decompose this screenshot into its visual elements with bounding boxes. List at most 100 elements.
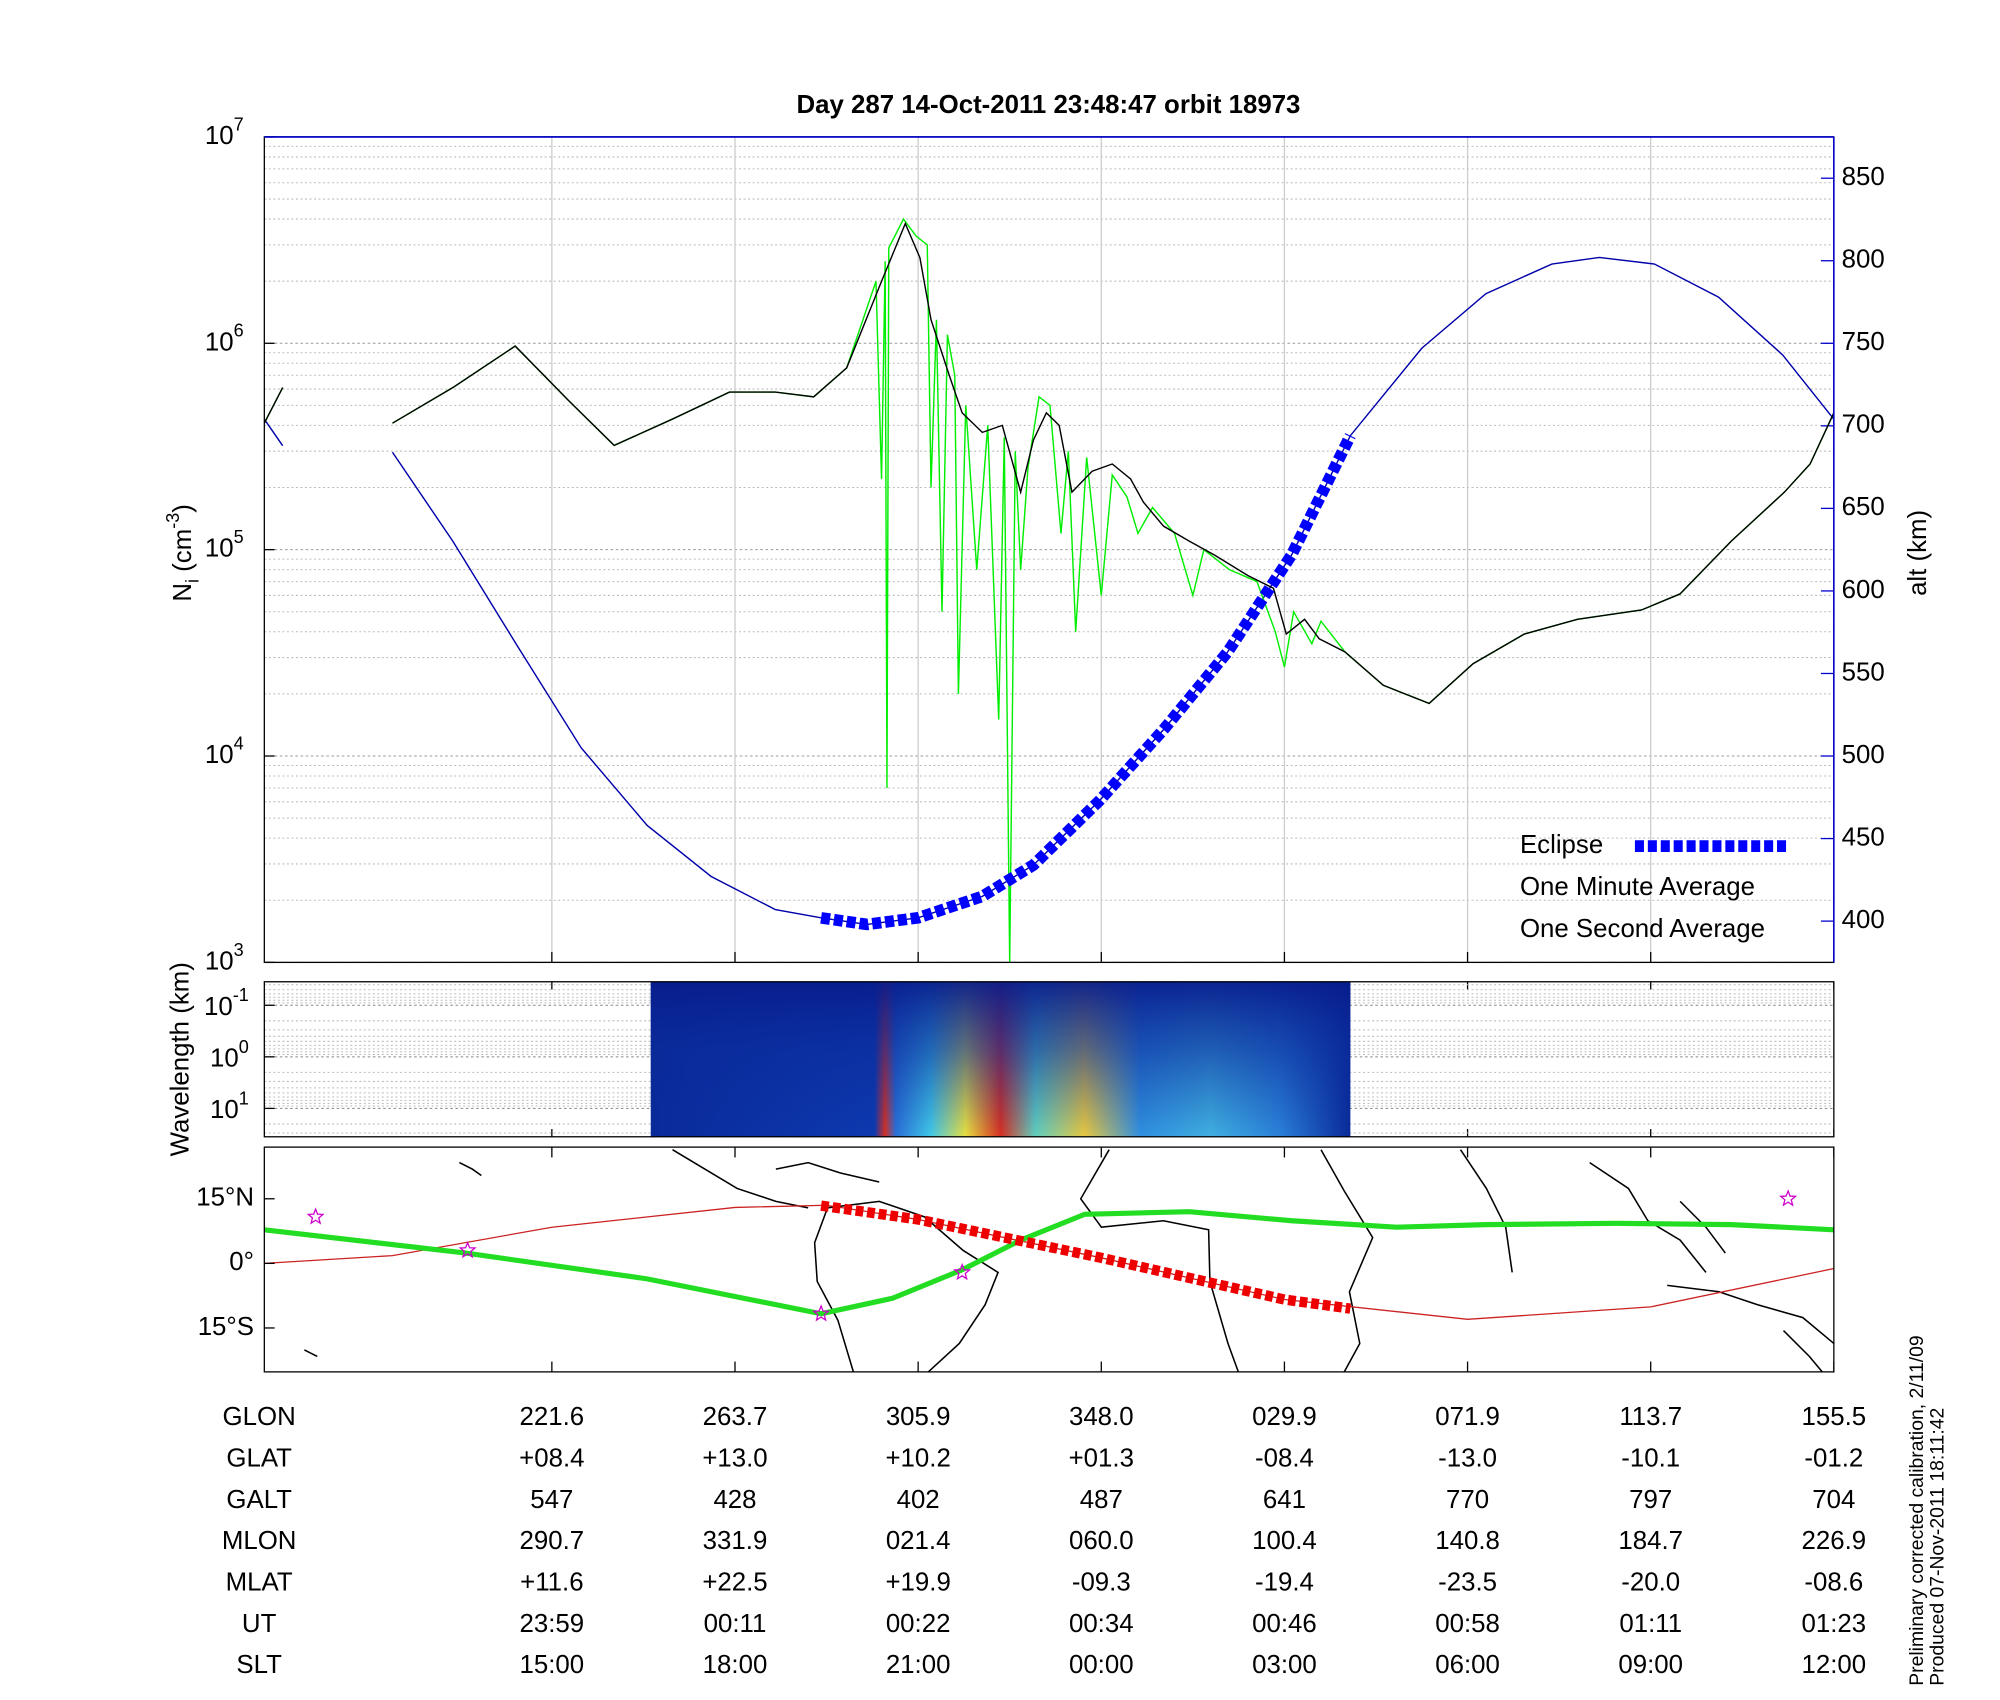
table-cell: 547 bbox=[530, 1486, 573, 1514]
track-line bbox=[264, 1209, 1834, 1317]
table-cell: +08.4 bbox=[519, 1445, 584, 1473]
table-cell: 071.9 bbox=[1435, 1403, 1500, 1431]
y-axis-label: Ni (cm-3) bbox=[163, 504, 202, 602]
legend-label: Eclipse bbox=[1520, 831, 1603, 859]
tick-base: 10 bbox=[205, 534, 234, 562]
table-cell: 21:00 bbox=[886, 1651, 951, 1679]
tick-base: 10 bbox=[205, 947, 234, 975]
y-label-part: N bbox=[169, 583, 197, 602]
table-cell: 797 bbox=[1629, 1486, 1672, 1514]
row-label: GLON bbox=[223, 1403, 296, 1431]
chart-title: Day 287 14-Oct-2011 23:48:47 orbit 18973 bbox=[796, 91, 1300, 119]
table-cell: 09:00 bbox=[1618, 1651, 1683, 1679]
y2-tick-label: 650 bbox=[1842, 493, 1885, 521]
coastlines bbox=[304, 1149, 1834, 1372]
y-tick-label: 103 bbox=[205, 940, 244, 976]
table-cell: -13.0 bbox=[1438, 1445, 1497, 1473]
table-cell: 221.6 bbox=[520, 1403, 585, 1431]
y2-tick-label: 450 bbox=[1842, 823, 1885, 851]
table-cell: 100.4 bbox=[1252, 1527, 1317, 1555]
table-cell: 263.7 bbox=[703, 1403, 768, 1431]
tick-base: 10 bbox=[210, 1096, 239, 1124]
table-cell: 18:00 bbox=[703, 1651, 768, 1679]
star-marker bbox=[458, 1240, 477, 1259]
map-area bbox=[264, 1189, 1834, 1322]
star-marker bbox=[953, 1262, 972, 1281]
table-cell: 331.9 bbox=[703, 1527, 768, 1555]
y-tick-label: 106 bbox=[205, 320, 244, 356]
spectrogram-shade bbox=[650, 981, 1351, 1137]
table-cell: 402 bbox=[897, 1486, 940, 1514]
table-cell: 290.7 bbox=[520, 1527, 585, 1555]
row-label: GLAT bbox=[226, 1445, 292, 1473]
y-tick-label: 107 bbox=[205, 114, 244, 150]
track-line bbox=[820, 1200, 1352, 1314]
y-tick-label: 104 bbox=[205, 733, 244, 769]
table-cell: 15:00 bbox=[520, 1651, 585, 1679]
table-cell: 305.9 bbox=[886, 1403, 951, 1431]
table-cell: 487 bbox=[1080, 1486, 1123, 1514]
table-cell: +19.9 bbox=[885, 1569, 950, 1597]
y-tick-label: 100 bbox=[210, 1037, 249, 1073]
panel-frame bbox=[263, 981, 1835, 1138]
table-cell: +13.0 bbox=[702, 1445, 767, 1473]
table-cell: 12:00 bbox=[1802, 1651, 1867, 1679]
table-cell: 06:00 bbox=[1435, 1651, 1500, 1679]
table-cell: 23:59 bbox=[520, 1610, 585, 1638]
star-marker bbox=[1779, 1189, 1798, 1207]
table-cell: 00:58 bbox=[1435, 1610, 1500, 1638]
y2-tick-label: 800 bbox=[1842, 246, 1885, 274]
tick-base: 10 bbox=[204, 993, 233, 1021]
table-cell: 641 bbox=[1263, 1486, 1306, 1514]
table-cell: -08.4 bbox=[1255, 1445, 1314, 1473]
plot-area bbox=[264, 217, 1834, 963]
y-tick-label: 0° bbox=[229, 1248, 254, 1276]
y2-tick-label: 750 bbox=[1842, 328, 1885, 356]
table-cell: 428 bbox=[713, 1486, 756, 1514]
table-cell: -10.1 bbox=[1621, 1445, 1680, 1473]
y-tick-label: 10-1 bbox=[204, 985, 249, 1021]
row-label: MLAT bbox=[226, 1569, 293, 1597]
tick-exponent: 0 bbox=[239, 1037, 249, 1057]
tick-exponent: 7 bbox=[234, 114, 244, 134]
y-label-part: ) bbox=[169, 504, 197, 513]
data-line bbox=[264, 221, 1834, 705]
table-cell: 00:46 bbox=[1252, 1610, 1317, 1638]
y2-tick-label: 600 bbox=[1842, 576, 1885, 604]
tick-base: 10 bbox=[205, 122, 234, 150]
table-cell: 348.0 bbox=[1069, 1403, 1134, 1431]
table-cell: 00:00 bbox=[1069, 1651, 1134, 1679]
y-tick-label: 15°S bbox=[198, 1313, 254, 1341]
tick-base: 10 bbox=[205, 741, 234, 769]
star-marker bbox=[812, 1304, 831, 1322]
table-cell: -19.4 bbox=[1255, 1569, 1314, 1597]
table-cell: 060.0 bbox=[1069, 1527, 1134, 1555]
tick-exponent: -1 bbox=[233, 985, 249, 1005]
tick-exponent: 3 bbox=[234, 940, 244, 960]
tick-exponent: 6 bbox=[234, 320, 244, 340]
table-cell: 01:11 bbox=[1619, 1610, 1682, 1638]
eclipse-line bbox=[820, 433, 1356, 931]
table-cell: 704 bbox=[1812, 1486, 1855, 1514]
legend-label: One Minute Average bbox=[1520, 873, 1755, 901]
table-cell: 155.5 bbox=[1802, 1403, 1867, 1431]
y-axis-label: Wavelength (km) bbox=[166, 962, 194, 1156]
note: Produced 07-Nov-2011 18:11:42 bbox=[1927, 1408, 1949, 1686]
y2-axis-label: alt (km) bbox=[1904, 510, 1932, 596]
table-cell: 00:34 bbox=[1069, 1610, 1134, 1638]
star-marker bbox=[306, 1207, 325, 1225]
y-label-part: (cm bbox=[169, 529, 197, 579]
note: Preliminary corrected calibration, 2/11/… bbox=[1906, 1335, 1928, 1685]
y-label-part: i bbox=[182, 579, 202, 583]
panel-frame bbox=[263, 1146, 1835, 1373]
table-cell: +11.6 bbox=[520, 1569, 583, 1597]
table-cell: 01:23 bbox=[1802, 1610, 1867, 1638]
row-label: UT bbox=[242, 1610, 277, 1638]
y2-tick-label: 700 bbox=[1842, 411, 1885, 439]
table-cell: 021.4 bbox=[886, 1527, 951, 1555]
table-cell: 029.9 bbox=[1252, 1403, 1317, 1431]
table-cell: -09.3 bbox=[1072, 1569, 1131, 1597]
